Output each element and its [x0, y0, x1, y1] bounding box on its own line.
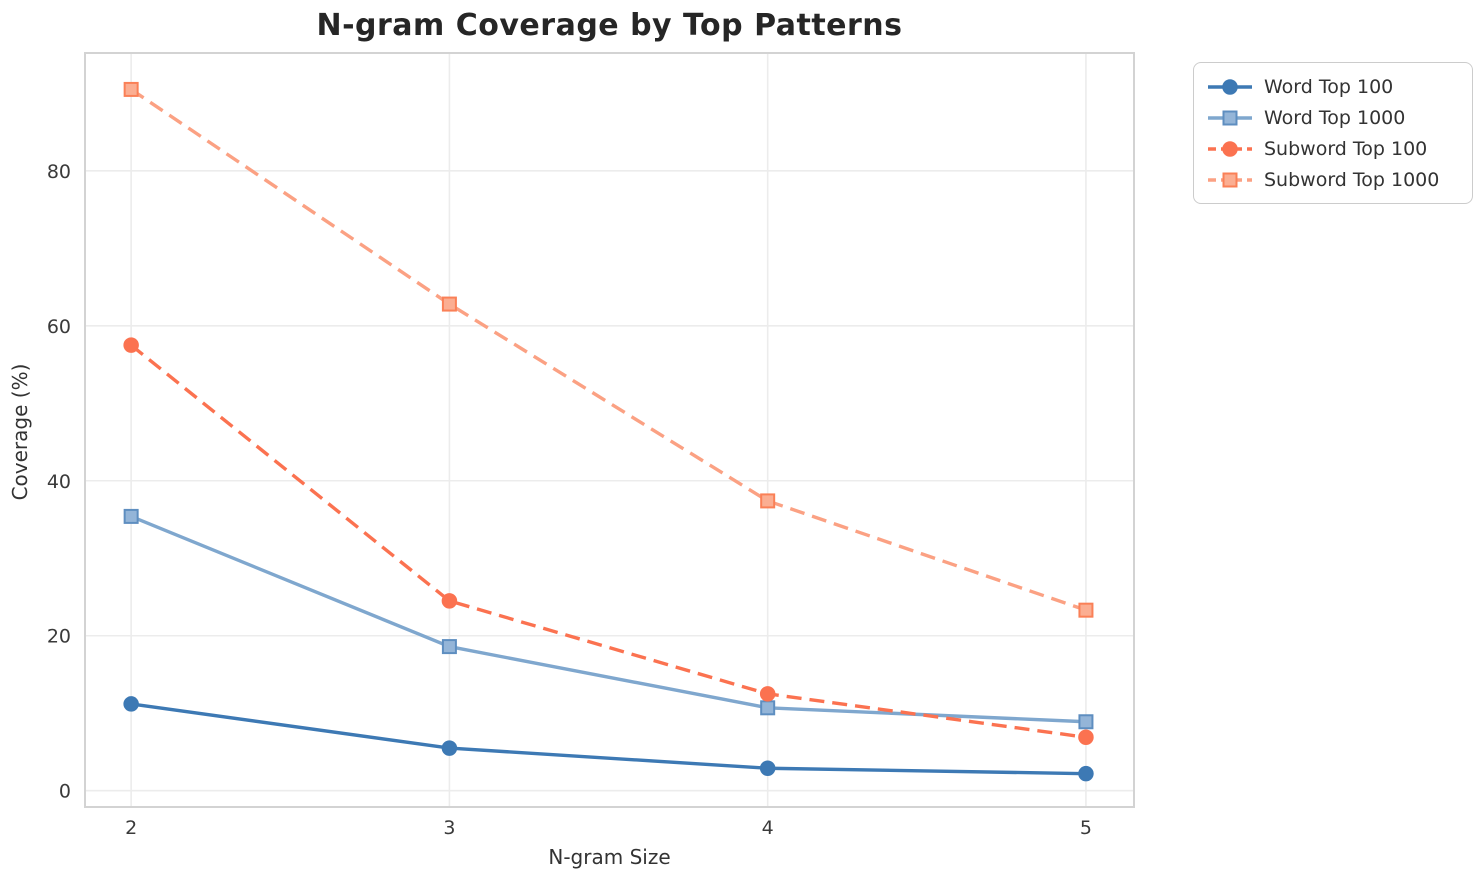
marker-subword-top-1000	[760, 493, 776, 509]
legend-item-word-top-100: Word Top 100	[1206, 73, 1458, 100]
marker-word-top-100	[123, 696, 139, 712]
legend-sample-subword-top-1000	[1208, 172, 1252, 187]
x-tick-label: 4	[762, 817, 774, 839]
x-tick-label: 3	[443, 817, 455, 839]
y-tick-label: 60	[47, 316, 71, 338]
legend-item-subword-top-1000: Subword Top 1000	[1206, 166, 1458, 193]
legend-item-label: Subword Top 100	[1264, 137, 1428, 160]
y-tick-label: 0	[59, 781, 71, 803]
y-tick-label: 20	[47, 626, 71, 648]
marker-subword-top-1000	[1078, 602, 1094, 618]
series-line-subword-top-100	[130, 343, 1087, 739]
marker-word-top-1000	[1078, 714, 1094, 730]
marker-subword-top-1000	[123, 81, 139, 97]
legend-marker	[1222, 172, 1238, 187]
legend: Word Top 100 Word Top 1000 Subword Top 100…	[1193, 62, 1473, 204]
y-tick-label: 80	[47, 161, 71, 183]
legend-item-label: Subword Top 1000	[1264, 168, 1440, 191]
y-axis-label: Coverage (%)	[8, 363, 32, 501]
marker-word-top-1000	[123, 508, 139, 524]
x-axis-label: N-gram Size	[548, 845, 671, 869]
marker-word-top-100	[441, 740, 458, 756]
chart-title: N-gram Coverage by Top Patterns	[316, 8, 903, 43]
x-tick-label: 2	[125, 817, 137, 839]
legend-sample-subword-top-100	[1208, 140, 1252, 157]
legend-item-word-top-1000: Word Top 1000	[1206, 104, 1458, 131]
marker-word-top-100	[759, 760, 776, 777]
legend-item-subword-top-100: Subword Top 100	[1206, 135, 1458, 162]
marker-word-top-1000	[441, 639, 457, 655]
plot-border	[84, 52, 1135, 808]
marker-subword-top-100	[1078, 729, 1094, 746]
legend-item-label: Word Top 100	[1264, 75, 1394, 98]
legend-sample-word-top-100	[1208, 78, 1252, 95]
marker-subword-top-100	[759, 686, 776, 702]
y-tick-label: 40	[47, 471, 71, 493]
legend-marker	[1222, 110, 1238, 125]
legend-item-label: Word Top 1000	[1264, 106, 1406, 129]
legend-sample-word-top-1000	[1208, 110, 1252, 125]
marker-subword-top-100	[441, 593, 458, 609]
marker-subword-top-1000	[441, 296, 457, 312]
legend-marker	[1222, 140, 1238, 157]
marker-subword-top-100	[123, 337, 139, 353]
marker-word-top-1000	[760, 700, 776, 716]
legend-marker	[1222, 78, 1238, 95]
series-line-word-top-100	[130, 702, 1086, 776]
x-tick-label: 5	[1080, 817, 1092, 839]
series-line-subword-top-1000	[130, 88, 1087, 612]
series-line-word-top-1000	[130, 514, 1087, 724]
marker-word-top-100	[1078, 765, 1094, 782]
